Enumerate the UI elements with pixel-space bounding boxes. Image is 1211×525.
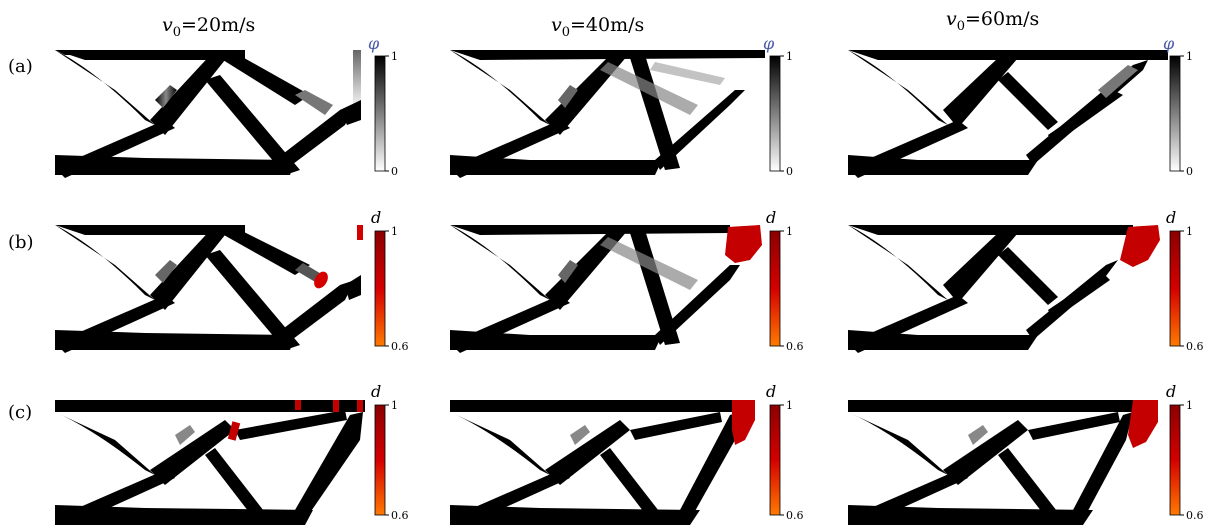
column-title-1: v0=20m/s: [162, 14, 255, 40]
colorbar-symbol: φ: [1163, 34, 1175, 53]
colorbar-row-c: d 1 0.6 d 1 0.6 d 1 0.6: [371, 382, 1204, 522]
colorbar-red-b1: [374, 230, 386, 347]
column-title-2: v0=40m/s: [551, 14, 644, 40]
panel-b3: [848, 225, 1160, 353]
row-label-b: (b): [8, 232, 34, 253]
colorbar-red-b3: [1169, 230, 1181, 347]
panel-c1: [55, 400, 365, 525]
colorbar-gray-3: [1169, 55, 1181, 172]
colorbar-max-label: 1: [1186, 50, 1193, 63]
column-titles: v0=20m/s v0=40m/s v0=60m/s: [162, 8, 1039, 40]
colorbar-max-label: 1: [786, 225, 793, 238]
row-label-c: (c): [8, 402, 32, 423]
colorbar-row-b: d 1 0.6 d 1 0.6 d 1 0.6: [371, 208, 1204, 353]
panel-a3: [848, 50, 1168, 178]
colorbar-min-label: 0.6: [1186, 509, 1204, 522]
colorbar-min-label: 0.6: [391, 509, 409, 522]
colorbar-red-c3: [1169, 404, 1181, 516]
colorbar-max-label: 1: [1186, 225, 1193, 238]
colorbar-max-label: 1: [391, 399, 398, 412]
colorbar-symbol: d: [371, 382, 381, 401]
colorbar-max-label: 1: [391, 225, 398, 238]
panel-c3: [848, 400, 1158, 525]
colorbar-symbol: φ: [368, 34, 380, 53]
colorbar-min-label: 0: [1186, 165, 1193, 178]
colorbar-min-label: 0: [786, 165, 793, 178]
panel-a1: [55, 50, 361, 178]
colorbar-symbol: d: [766, 382, 776, 401]
colorbar-symbol: d: [766, 208, 776, 227]
column-title-3: v0=60m/s: [946, 8, 1039, 34]
colorbar-max-label: 1: [786, 399, 793, 412]
colorbar-min-label: 0.6: [786, 340, 804, 353]
panel-a2: [450, 50, 765, 178]
colorbar-row-a: φ 1 0 φ 1 0 φ 1 0: [368, 34, 1193, 178]
colorbar-min-label: 0.6: [1186, 340, 1204, 353]
colorbar-red-b2: [769, 230, 781, 347]
panel-b2: [450, 225, 762, 353]
colorbar-min-label: 0: [391, 165, 398, 178]
colorbar-min-label: 0.6: [391, 340, 409, 353]
colorbar-max-label: 1: [786, 50, 793, 63]
colorbar-symbol: φ: [763, 34, 775, 53]
colorbar-symbol: d: [1166, 208, 1176, 227]
colorbar-gray-1: [374, 55, 386, 172]
panel-b1: [55, 225, 363, 353]
colorbar-gray-2: [769, 55, 781, 172]
colorbar-max-label: 1: [1186, 399, 1193, 412]
colorbar-red-c2: [769, 404, 781, 516]
colorbar-max-label: 1: [391, 50, 398, 63]
colorbar-symbol: d: [371, 208, 381, 227]
row-labels: (a) (b) (c): [8, 56, 34, 423]
panel-c2: [450, 400, 755, 525]
row-label-a: (a): [8, 56, 33, 77]
colorbar-min-label: 0.6: [786, 509, 804, 522]
colorbar-red-c1: [374, 404, 386, 516]
colorbar-symbol: d: [1166, 382, 1176, 401]
